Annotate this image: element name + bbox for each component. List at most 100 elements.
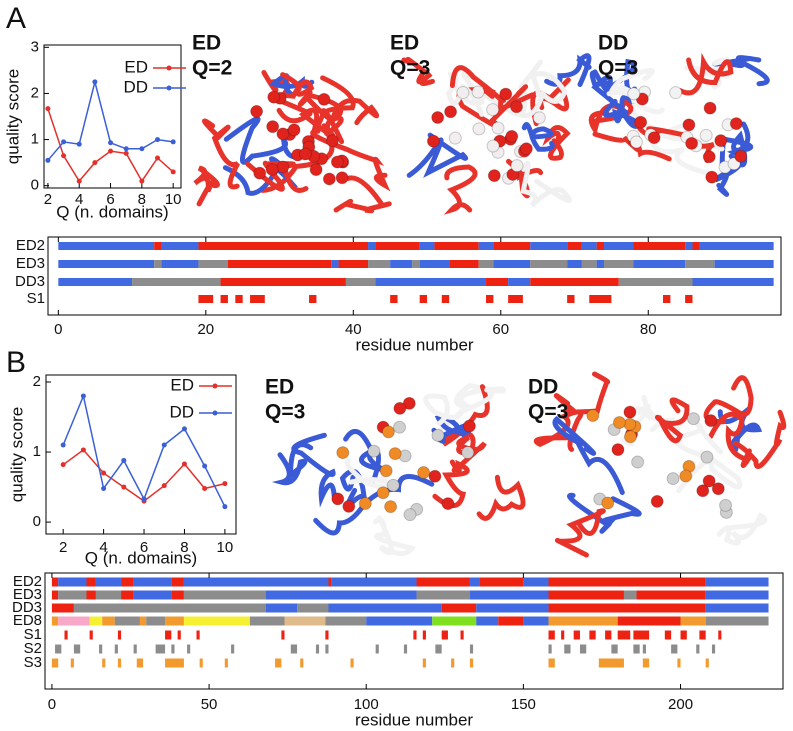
domain-segment bbox=[599, 659, 624, 668]
data-point bbox=[139, 146, 144, 151]
atom-sphere bbox=[331, 156, 343, 168]
domain-segment bbox=[523, 578, 548, 587]
data-point bbox=[124, 151, 129, 156]
domain-segment bbox=[146, 617, 165, 626]
domain-segment bbox=[643, 645, 646, 654]
x-tick-label: 0 bbox=[48, 696, 56, 713]
domain-segment bbox=[561, 631, 564, 640]
legend-marker bbox=[167, 86, 172, 91]
data-point bbox=[142, 496, 147, 501]
atom-sphere bbox=[277, 161, 289, 173]
domain-segment bbox=[325, 617, 366, 626]
domain-segment bbox=[685, 260, 714, 268]
domain-segment bbox=[291, 645, 297, 654]
domain-segment bbox=[198, 260, 227, 268]
domain-segment bbox=[52, 591, 58, 600]
atom-sphere bbox=[418, 466, 430, 478]
data-point bbox=[155, 156, 160, 161]
domain-segment bbox=[118, 631, 121, 640]
domain-segment bbox=[132, 278, 220, 286]
domain-segment bbox=[671, 645, 677, 654]
domain-segment bbox=[368, 242, 375, 250]
backbone bbox=[680, 60, 731, 93]
domain-segment bbox=[198, 242, 368, 250]
atom-sphere bbox=[506, 130, 518, 142]
atom-sphere bbox=[511, 101, 523, 113]
domain-segment bbox=[250, 617, 285, 626]
atom-sphere bbox=[472, 86, 484, 98]
atom-sphere bbox=[326, 135, 338, 147]
domain-segment bbox=[681, 617, 706, 626]
domain-segment bbox=[165, 659, 184, 668]
domain-segment bbox=[619, 278, 693, 286]
y-axis-label: quality score bbox=[3, 69, 22, 164]
row-label: DD3 bbox=[15, 273, 45, 290]
backbone bbox=[479, 477, 523, 518]
data-point bbox=[202, 464, 207, 469]
atom-sphere bbox=[686, 137, 698, 149]
atom-sphere bbox=[432, 429, 444, 441]
x-tick-label: 0 bbox=[54, 321, 62, 338]
data-point bbox=[77, 142, 82, 147]
data-point bbox=[162, 443, 167, 448]
atom-sphere bbox=[511, 160, 523, 172]
domain-segment bbox=[476, 604, 548, 613]
domain-segment bbox=[86, 578, 95, 587]
domain-segment bbox=[685, 295, 692, 303]
domain-segment bbox=[442, 631, 448, 640]
x-axis-label: residue number bbox=[355, 335, 473, 354]
x-axis-label: residue number bbox=[355, 710, 473, 729]
domain-segment bbox=[52, 659, 58, 668]
atom-sphere bbox=[730, 118, 742, 130]
data-point bbox=[101, 471, 106, 476]
domain-segment bbox=[706, 604, 769, 613]
panel-label: B bbox=[6, 346, 26, 379]
domain-segment bbox=[52, 617, 58, 626]
atom-sphere bbox=[488, 170, 500, 182]
atom-sphere bbox=[715, 135, 727, 147]
data-point bbox=[61, 462, 66, 467]
domain-segment bbox=[316, 645, 319, 654]
structure-q: Q=3 bbox=[265, 401, 305, 424]
row-label: ED3 bbox=[16, 255, 45, 272]
domain-segment bbox=[275, 659, 281, 668]
x-tick-label: 200 bbox=[668, 696, 693, 713]
y-tick-label: 0 bbox=[31, 177, 39, 194]
data-point bbox=[81, 447, 86, 452]
atom-sphere bbox=[343, 500, 355, 512]
domain-segment bbox=[423, 631, 426, 640]
atom-sphere bbox=[336, 172, 348, 184]
data-point bbox=[182, 461, 187, 466]
y-tick-label: 3 bbox=[31, 38, 39, 55]
domain-segment bbox=[449, 260, 478, 268]
data-point bbox=[108, 140, 113, 145]
legend-marker bbox=[213, 411, 218, 416]
domain-segment bbox=[154, 242, 161, 250]
domain-segment bbox=[412, 260, 419, 268]
atom-sphere bbox=[735, 150, 747, 162]
atom-sphere bbox=[487, 104, 499, 116]
domain-segment bbox=[589, 295, 611, 303]
structure-method: DD bbox=[598, 32, 628, 55]
atom-sphere bbox=[700, 129, 712, 141]
atom-sphere bbox=[612, 444, 624, 456]
atom-sphere bbox=[380, 465, 392, 477]
atom-sphere bbox=[630, 136, 642, 148]
y-tick-label: 0 bbox=[33, 513, 41, 530]
domain-segment bbox=[134, 591, 172, 600]
domain-segment bbox=[549, 617, 618, 626]
domain-segment bbox=[413, 631, 416, 640]
x-axis-label: Q (n. domains) bbox=[85, 548, 197, 567]
domain-segment bbox=[196, 631, 199, 640]
domain-segment bbox=[417, 591, 470, 600]
domain-segment bbox=[134, 578, 172, 587]
domain-segment bbox=[564, 645, 570, 654]
domain-segment bbox=[523, 617, 548, 626]
atom-sphere bbox=[648, 132, 660, 144]
atom-sphere bbox=[267, 121, 279, 133]
plot-frame bbox=[46, 375, 236, 534]
domain-segment bbox=[184, 617, 250, 626]
domain-segment bbox=[685, 242, 692, 250]
domain-segment bbox=[375, 242, 419, 250]
atom-sphere bbox=[277, 128, 289, 140]
